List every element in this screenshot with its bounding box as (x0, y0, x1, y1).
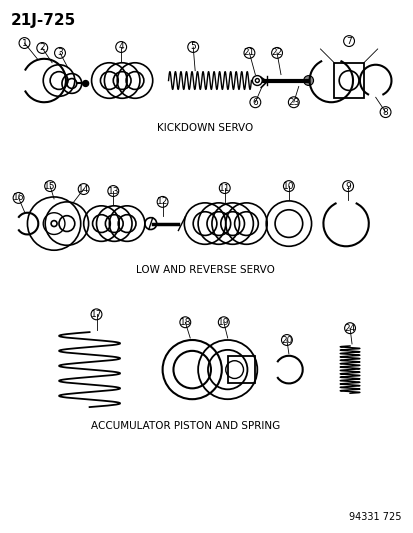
Text: 8: 8 (382, 108, 387, 117)
Text: 4: 4 (118, 43, 123, 52)
Text: 11: 11 (218, 183, 230, 192)
Text: 19: 19 (218, 318, 229, 327)
Text: 5: 5 (190, 43, 196, 52)
Text: 9: 9 (344, 182, 350, 191)
Text: 7: 7 (345, 37, 351, 45)
Text: 12: 12 (157, 197, 168, 206)
Text: 20: 20 (280, 335, 292, 344)
Text: 6: 6 (252, 98, 258, 107)
Text: 94331 725: 94331 725 (348, 512, 400, 521)
Text: 24: 24 (344, 324, 355, 333)
Text: 21J-725: 21J-725 (11, 13, 76, 28)
Text: 21: 21 (243, 49, 254, 58)
Text: 15: 15 (44, 182, 56, 191)
Text: KICKDOWN SERVO: KICKDOWN SERVO (157, 123, 252, 133)
Text: 22: 22 (271, 49, 282, 58)
Bar (227, 356, 255, 383)
Text: 16: 16 (13, 193, 24, 203)
Text: 13: 13 (107, 187, 119, 196)
Text: 10: 10 (282, 182, 294, 191)
Text: 14: 14 (78, 184, 89, 193)
Text: 23: 23 (287, 98, 299, 107)
Circle shape (303, 76, 313, 85)
Circle shape (83, 80, 88, 86)
Text: 1: 1 (21, 38, 27, 47)
Text: 2: 2 (39, 44, 45, 52)
Bar (333, 63, 363, 98)
Text: LOW AND REVERSE SERVO: LOW AND REVERSE SERVO (135, 265, 274, 275)
Text: 18: 18 (179, 318, 190, 327)
Text: ACCUMULATOR PISTON AND SPRING: ACCUMULATOR PISTON AND SPRING (90, 421, 279, 431)
Text: 3: 3 (57, 49, 63, 58)
Text: 17: 17 (90, 310, 102, 319)
